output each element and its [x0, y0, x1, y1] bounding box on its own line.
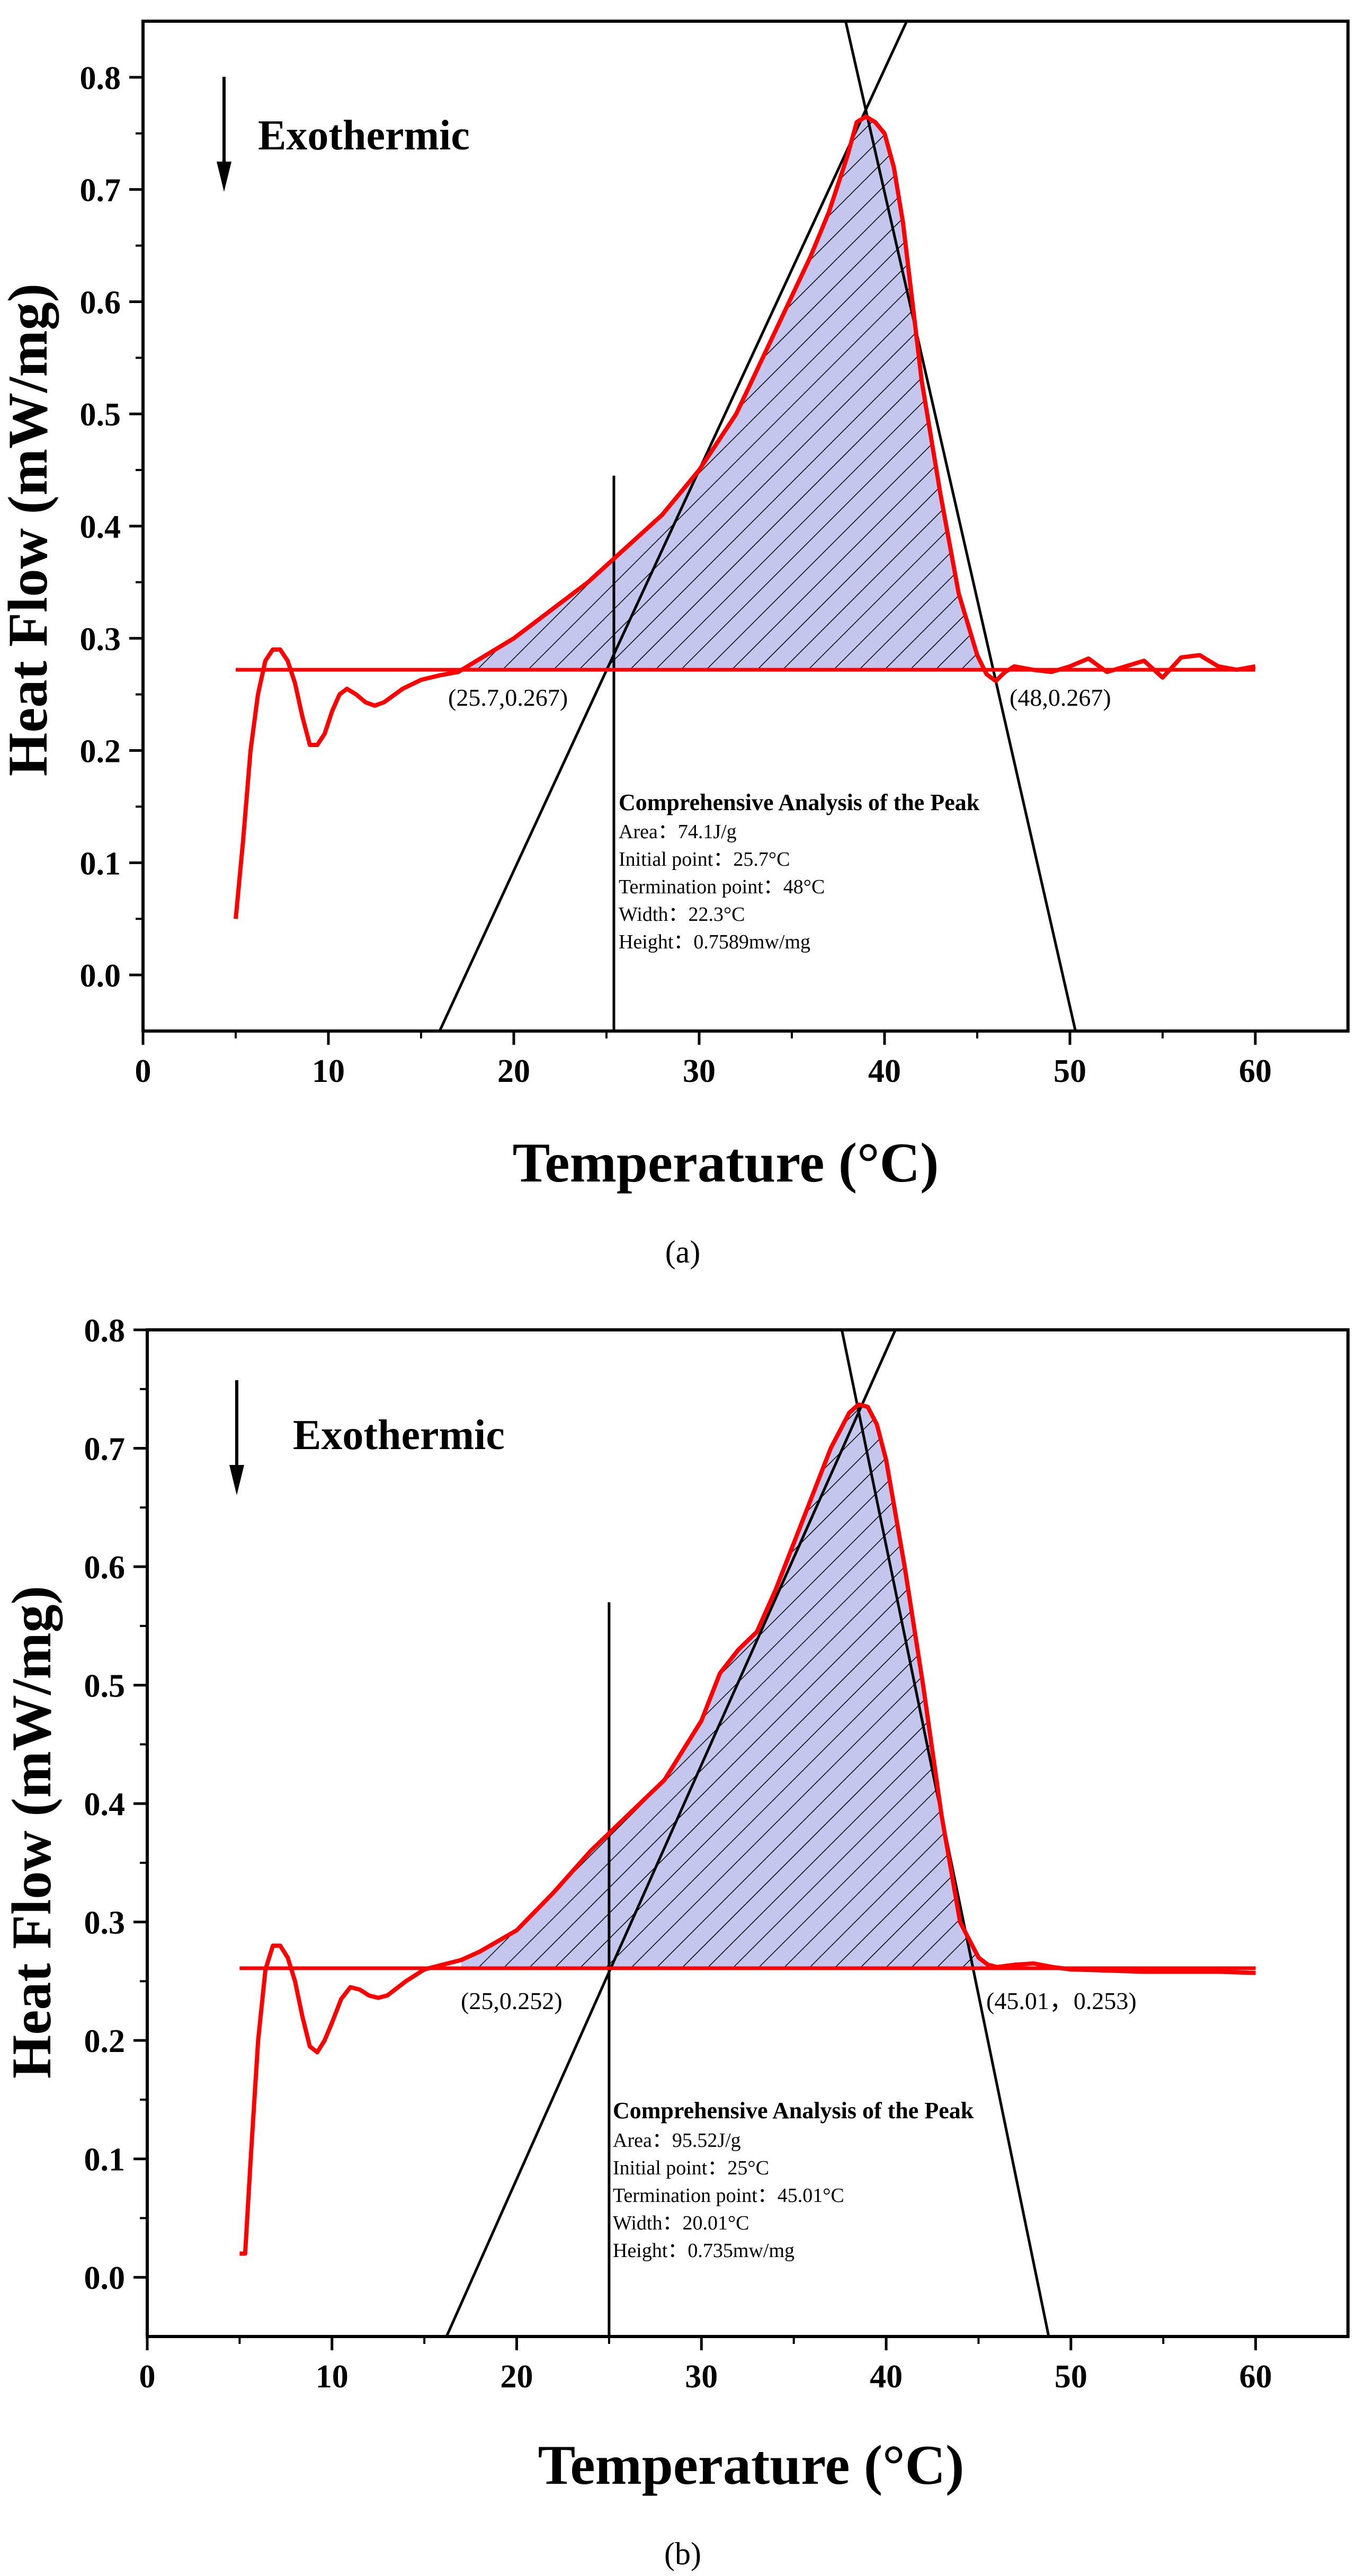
caption-b: (b) [664, 2536, 701, 2571]
peak-hatch-a [458, 117, 992, 670]
x-tick-label-a: 20 [497, 1053, 530, 1089]
y-tick-label-a: 0.0 [80, 958, 121, 994]
y-axis-label-b: Heat Flow (mW/mg) [1, 1586, 63, 2078]
peak-analysis-line-b: Termination point：45.01°C [613, 2184, 844, 2207]
x-tick-label-a: 60 [1239, 1053, 1272, 1089]
peak-analysis-line-a: Termination point：48°C [619, 876, 825, 898]
y-tick-label-b: 0.5 [84, 1668, 126, 1704]
y-tick-label-b: 0.8 [84, 1313, 126, 1349]
exothermic-label-b: Exothermic [293, 1412, 505, 1459]
y-tick-label-b: 0.2 [84, 2023, 126, 2059]
x-tick-label-a: 50 [1053, 1053, 1086, 1089]
exothermic-arrow-head-b [229, 1465, 244, 1495]
x-tick-label-b: 30 [685, 2359, 718, 2395]
peak-analysis-title-a: Comprehensive Analysis of the Peak [619, 789, 980, 815]
peak-analysis-a: Comprehensive Analysis of the Peak Area：… [619, 789, 980, 953]
peak-analysis-line-b: Initial point：25°C [613, 2157, 769, 2179]
y-axis-label-a: Heat Flow (mW/mg) [0, 283, 59, 776]
y-tick-label-a: 0.7 [80, 173, 121, 209]
y-tick-label-b: 0.6 [84, 1550, 126, 1586]
x-tick-label-a: 0 [135, 1053, 151, 1089]
y-tick-label-a: 0.6 [80, 285, 121, 321]
point-label-left-a: (25.7,0.267) [448, 684, 568, 711]
plot-marks-b [239, 1330, 1256, 2337]
y-tick-label-a: 0.2 [80, 734, 121, 770]
heat-flow-curve-b [239, 1402, 1256, 2256]
x-tick-label-b: 50 [1055, 2359, 1087, 2395]
tangent-left-a [438, 21, 908, 1031]
chart-panel-a: 0 10 20 30 40 50 60 0.00.10.20.30.40.50.60.70.… [0, 20, 1350, 1269]
y-tick-label-a: 0.4 [80, 509, 121, 545]
peak-hatch-b [461, 1404, 988, 1968]
y-tick-label-b: 0.0 [84, 2260, 126, 2296]
exothermic-label-a: Exothermic [258, 112, 470, 159]
x-tick-label-a: 40 [868, 1053, 901, 1089]
x-tick-label-a: 30 [683, 1053, 716, 1089]
tangent-left-b [445, 1330, 897, 2337]
peak-analysis-line-a: Width：22.3°C [619, 903, 745, 926]
x-tick-label-b: 40 [870, 2359, 903, 2395]
x-axis-label-a: Temperature (°C) [513, 1132, 939, 1194]
x-ticks-a: 0 10 20 30 40 50 60 [135, 1031, 1272, 1089]
point-label-left-b: (25,0.252) [461, 1987, 563, 2014]
point-label-right-b: (45.01，0.253) [986, 1987, 1137, 2014]
x-tick-label-b: 0 [139, 2359, 156, 2395]
peak-analysis-line-b: Area：95.52J/g [613, 2129, 741, 2152]
peak-analysis-title-b: Comprehensive Analysis of the Peak [613, 2098, 974, 2124]
peak-analysis-line-b: Width：20.01°C [613, 2212, 749, 2234]
y-tick-label-b: 0.4 [84, 1787, 126, 1823]
point-label-right-a: (48,0.267) [1010, 684, 1111, 711]
peak-analysis-line-b: Height：0.735mw/mg [613, 2240, 794, 2262]
caption-a: (a) [665, 1234, 701, 1269]
y-tick-label-b: 0.1 [84, 2142, 126, 2178]
y-tick-label-b: 0.3 [84, 1905, 126, 1941]
x-axis-label-b: Temperature (°C) [538, 2434, 965, 2496]
y-tick-label-a: 0.5 [80, 397, 121, 433]
y-ticks-a: 0.0 0.1 0.2 0.3 0.4 0.5 0.6 0.7 0.8 [80, 60, 143, 994]
peak-analysis-line-a: Area：74.1J/g [619, 821, 737, 843]
y-tick-label-a: 0.1 [80, 846, 121, 882]
plot-frame-b [146, 1328, 1350, 2338]
peak-analysis-b: Comprehensive Analysis of the Peak Area：… [613, 2098, 974, 2262]
peak-analysis-line-a: Height：0.7589mw/mg [619, 931, 810, 953]
y-tick-label-a: 0.8 [80, 60, 121, 96]
x-tick-label-a: 10 [312, 1053, 345, 1089]
exothermic-arrow-head-a [217, 162, 231, 192]
x-ticks-b: 0 10 20 30 40 50 60 [139, 2337, 1272, 2395]
y-tick-label-a: 0.3 [80, 621, 121, 658]
x-tick-label-b: 20 [501, 2359, 533, 2395]
heat-flow-curve-a [234, 114, 1256, 919]
y-ticks-b: 0.0 0.1 0.2 0.3 0.4 0.5 0.6 0.7 0.8 [84, 1313, 147, 2296]
x-tick-label-b: 10 [316, 2359, 349, 2395]
x-tick-label-b: 60 [1239, 2359, 1272, 2395]
y-tick-label-b: 0.7 [84, 1432, 126, 1468]
tangent-right-a [844, 21, 1077, 1031]
chart-panel-b: 0 10 20 30 40 50 60 0.00.10.20.30.40.50.60.70.… [1, 1313, 1350, 2571]
peak-analysis-line-a: Initial point：25.7°C [619, 848, 790, 870]
plot-marks-a [234, 21, 1256, 1031]
